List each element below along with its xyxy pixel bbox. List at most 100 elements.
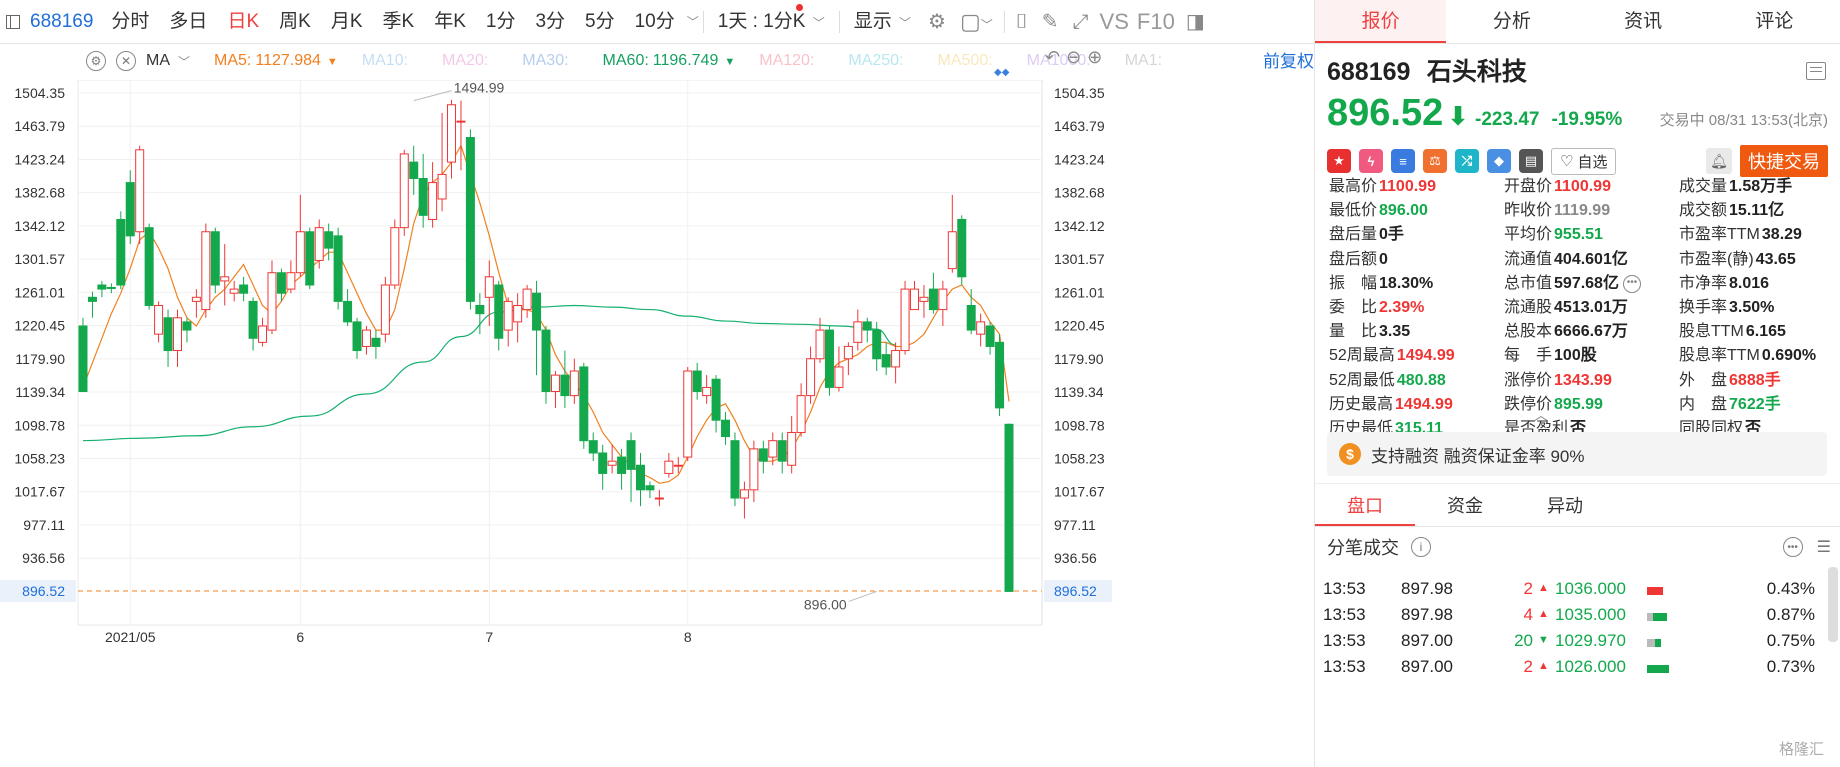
candle[interactable] <box>286 260 296 294</box>
more-dots-icon[interactable]: ••• <box>1622 274 1641 293</box>
candle[interactable] <box>1004 423 1014 592</box>
candle[interactable] <box>484 260 494 326</box>
candle[interactable] <box>210 227 220 294</box>
candle[interactable] <box>711 375 721 433</box>
trades-list[interactable]: 13:53 897.98 2 ▲ 1036.000 0.43% 13:53 897.98 4 ▲ 1… <box>1315 567 1840 767</box>
candle[interactable] <box>125 170 135 245</box>
candle[interactable] <box>834 346 844 392</box>
candle[interactable] <box>87 291 97 318</box>
candle[interactable] <box>777 432 787 474</box>
ma-close-icon[interactable]: ✕ <box>116 51 136 71</box>
ma-entry-2[interactable]: MA20: <box>442 52 498 70</box>
candle[interactable] <box>248 297 258 351</box>
candle[interactable] <box>371 330 381 359</box>
candle[interactable] <box>758 440 768 474</box>
candle[interactable] <box>617 448 627 490</box>
candle[interactable] <box>654 489 664 507</box>
candle[interactable] <box>569 358 579 404</box>
interval-combo-select[interactable]: 1天 : 1分K ﹀ <box>708 0 835 44</box>
candle[interactable] <box>276 268 286 302</box>
stock-code-tab[interactable]: 688169 <box>30 10 94 32</box>
period-tab-8[interactable]: 3分 <box>535 10 566 32</box>
candle[interactable] <box>768 432 778 466</box>
candle[interactable] <box>683 366 693 462</box>
panel-tab-0[interactable]: 报价 <box>1315 0 1447 43</box>
ma-entry-5[interactable]: MA120: <box>759 52 824 70</box>
period-tab-2[interactable]: 日K <box>227 10 260 32</box>
candle[interactable] <box>201 223 211 318</box>
candle[interactable] <box>966 289 976 335</box>
margin-trading-box[interactable]: $ 支持融资 融资保证金率 90% <box>1327 432 1827 476</box>
zoom-out-icon[interactable]: ⊖ <box>1066 47 1082 67</box>
trade-row[interactable]: 13:53 897.98 2 ▲ 1036.000 0.43% <box>1315 579 1825 605</box>
candle[interactable] <box>824 325 834 396</box>
candle[interactable] <box>522 285 532 318</box>
candle[interactable] <box>692 362 702 400</box>
add-watchlist-button[interactable]: ♡ 自选 <box>1551 147 1617 175</box>
database-icon[interactable]: ≡ <box>1391 149 1415 173</box>
candle[interactable] <box>258 317 268 347</box>
candle[interactable] <box>541 325 551 404</box>
candle[interactable] <box>361 325 371 355</box>
info-icon[interactable]: i <box>1411 537 1431 557</box>
candle[interactable] <box>673 457 683 474</box>
ma-entry-0[interactable]: MA5: 1127.984 ▼ <box>214 52 338 70</box>
candle[interactable] <box>154 301 164 343</box>
ma-entry-4[interactable]: MA60: 1196.749 ▼ <box>603 52 736 70</box>
candle[interactable] <box>305 227 315 290</box>
trade-row[interactable]: 13:53 897.00 2 ▲ 1026.000 0.73% <box>1315 657 1825 683</box>
candle[interactable] <box>409 145 419 195</box>
more-options-icon[interactable]: ••• <box>1782 537 1803 557</box>
vs-compare-button[interactable]: VS <box>1099 8 1129 34</box>
candle[interactable] <box>172 309 182 367</box>
candle[interactable] <box>957 215 967 286</box>
candle[interactable] <box>560 350 570 408</box>
sub-tab-2[interactable]: 异动 <box>1547 496 1583 516</box>
candle[interactable] <box>135 145 145 245</box>
panel-tab-3[interactable]: 评论 <box>1755 11 1794 32</box>
candle[interactable] <box>191 289 201 318</box>
candle[interactable] <box>399 149 409 236</box>
candle[interactable] <box>881 342 891 376</box>
tag-icon[interactable]: ◆ <box>1487 149 1511 173</box>
layout-square-icon[interactable]: ▢﹀ <box>959 8 993 34</box>
candle[interactable] <box>447 99 457 179</box>
candle[interactable] <box>843 342 853 376</box>
candle[interactable] <box>343 289 353 326</box>
candle[interactable] <box>475 293 485 335</box>
panel-tab-2[interactable]: 资讯 <box>1624 11 1663 32</box>
adjustment-fuquan-button[interactable]: 前复权 <box>1263 52 1314 71</box>
candle[interactable] <box>239 276 249 302</box>
period-tab-4[interactable]: 月K <box>330 10 363 32</box>
quick-trade-button[interactable]: 快捷交易 <box>1740 145 1828 177</box>
candle[interactable] <box>910 280 920 311</box>
candle[interactable] <box>872 321 882 372</box>
candle[interactable] <box>635 452 645 507</box>
document-icon[interactable]: ▤ <box>1519 149 1543 173</box>
sidebar-toggle-icon[interactable] <box>0 0 26 44</box>
bell-icon[interactable]: 🔔︎ <box>1706 148 1732 174</box>
ma-entry-9[interactable]: MA1: <box>1125 52 1172 70</box>
candle[interactable] <box>853 309 863 351</box>
candle[interactable] <box>295 194 305 277</box>
ma-chevron-down-icon[interactable]: ﹀ <box>178 54 191 69</box>
period-tab-7[interactable]: 1分 <box>485 10 516 32</box>
display-dropdown[interactable]: 显示 ﹀ <box>844 0 921 44</box>
sub-tab-0[interactable]: 盘口 <box>1315 484 1415 526</box>
ma-entry-8[interactable]: MA1000: <box>1027 52 1101 70</box>
candle[interactable] <box>352 317 362 359</box>
candle[interactable] <box>976 313 986 347</box>
candle[interactable] <box>891 342 901 384</box>
candle[interactable] <box>229 280 239 302</box>
period-tab-1[interactable]: 多日 <box>169 10 208 32</box>
collapse-chevron-up-icon[interactable]: ︿ <box>1534 407 1548 423</box>
list-view-icon[interactable]: ☰ <box>1816 539 1831 556</box>
candle[interactable] <box>938 280 948 326</box>
candle[interactable] <box>995 334 1005 417</box>
ma-entry-7[interactable]: MA500: <box>938 52 1003 70</box>
kline-chart[interactable]: 1504.35 1504.35 1463.79 1463.79 1423.24 1423.… <box>0 47 1314 767</box>
period-tab-6[interactable]: 年K <box>434 10 466 32</box>
sub-tab-1[interactable]: 资金 <box>1447 496 1483 516</box>
candle[interactable] <box>144 223 154 310</box>
candle[interactable] <box>900 280 910 355</box>
